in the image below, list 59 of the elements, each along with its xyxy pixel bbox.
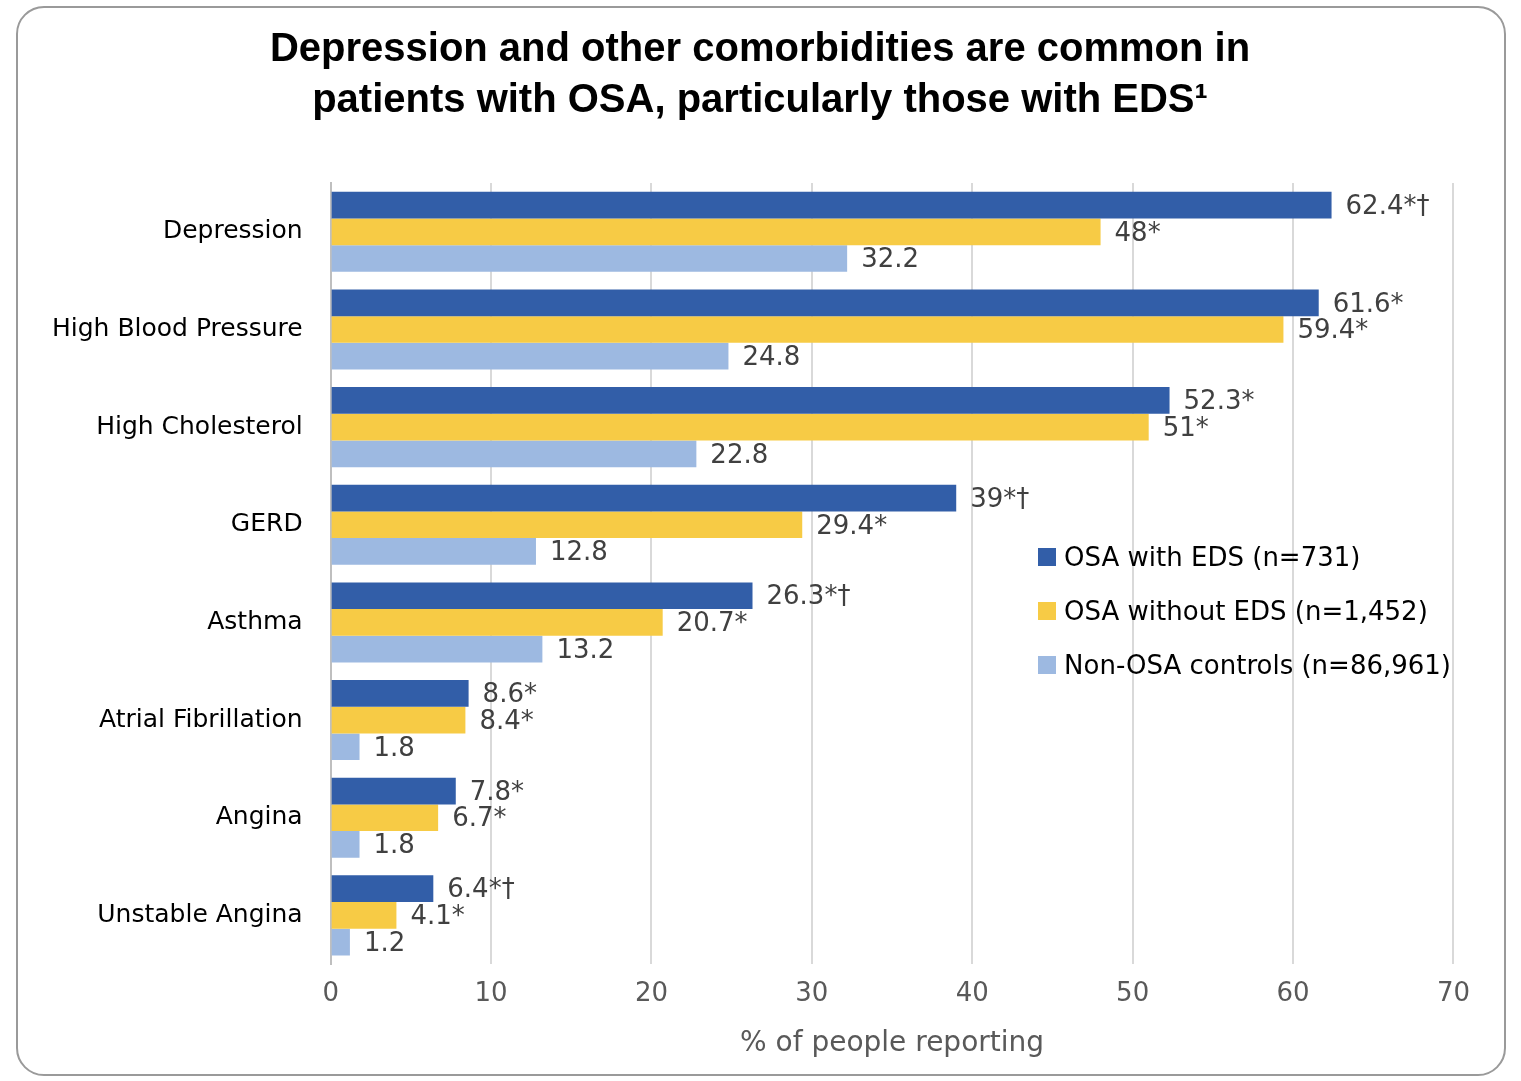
bar	[331, 902, 397, 929]
data-label: 24.8	[742, 340, 801, 371]
bar	[331, 484, 957, 512]
bar	[331, 777, 456, 805]
legend-label: OSA with EDS (n=731)	[1064, 542, 1361, 572]
data-label: 39*†	[970, 482, 1030, 513]
x-tick-label: 10	[474, 976, 508, 1007]
x-tick-label: 60	[1276, 976, 1310, 1007]
bar	[331, 538, 536, 565]
bar	[331, 440, 697, 468]
x-tick-label: 70	[1436, 976, 1470, 1007]
bar	[331, 706, 466, 734]
bar	[331, 928, 350, 956]
y-tick-label: Depression	[162, 215, 303, 245]
bar	[331, 342, 729, 370]
bar	[331, 387, 1170, 414]
legend-label: OSA without EDS (n=1,452)	[1064, 596, 1428, 626]
bar	[331, 191, 1332, 219]
data-label: 32.2	[861, 243, 920, 274]
bar	[331, 245, 848, 272]
y-tick-label: GERD	[230, 508, 303, 538]
data-label: 26.3*†	[766, 580, 851, 611]
bar	[331, 413, 1149, 441]
y-tick-label: Atrial Fibrillation	[99, 703, 303, 733]
x-tick-label: 40	[955, 976, 989, 1007]
x-axis-title: % of people reporting	[740, 1025, 1045, 1059]
data-label: 12.8	[549, 536, 608, 567]
bar	[331, 875, 434, 903]
bar	[331, 316, 1284, 343]
bar	[331, 831, 360, 858]
bar	[331, 582, 753, 610]
x-tick-label: 50	[1116, 976, 1150, 1007]
bar	[331, 218, 1101, 246]
x-tick-label: 30	[795, 976, 829, 1007]
bar	[331, 609, 663, 636]
data-label: 20.7*	[676, 607, 748, 638]
bar	[331, 635, 543, 663]
bar	[331, 804, 439, 832]
data-label: 1.2	[363, 926, 406, 957]
data-label: 1.8	[373, 829, 415, 860]
y-tick-label: Unstable Angina	[97, 898, 303, 928]
data-label: 29.4*	[816, 509, 888, 540]
bar	[331, 289, 1319, 317]
x-tick-label: 0	[322, 976, 339, 1007]
data-label: 62.4*†	[1345, 189, 1430, 220]
y-tick-label: Angina	[215, 801, 303, 831]
y-tick-label: High Blood Pressure	[51, 312, 303, 342]
bar	[331, 680, 469, 707]
bar	[331, 733, 360, 761]
data-label: 48*	[1114, 216, 1161, 247]
x-tick-label: 20	[634, 976, 669, 1007]
y-tick-label: High Cholesterol	[96, 410, 303, 440]
data-label: 22.8	[710, 438, 769, 469]
bar	[331, 511, 803, 539]
y-tick-label: Asthma	[207, 605, 303, 635]
data-label: 13.2	[556, 633, 615, 664]
chart-title: Depression and other comorbidities are common in patients with OSA, particularly those with EDS¹	[268, 24, 1252, 122]
legend-label: Non-OSA controls (n=86,961)	[1064, 650, 1451, 680]
data-label: 1.8	[373, 731, 415, 762]
